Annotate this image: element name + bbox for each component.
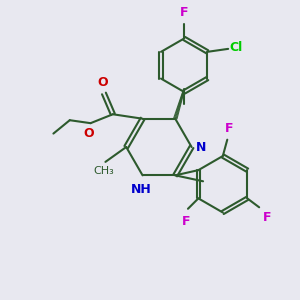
Text: F: F xyxy=(180,6,188,19)
Text: F: F xyxy=(182,215,190,228)
Text: O: O xyxy=(97,76,108,89)
Text: NH: NH xyxy=(131,183,152,196)
Text: F: F xyxy=(263,211,271,224)
Text: O: O xyxy=(84,127,94,140)
Text: N: N xyxy=(196,140,206,154)
Text: CH₃: CH₃ xyxy=(94,166,114,176)
Text: Cl: Cl xyxy=(230,41,243,54)
Text: F: F xyxy=(224,122,233,135)
